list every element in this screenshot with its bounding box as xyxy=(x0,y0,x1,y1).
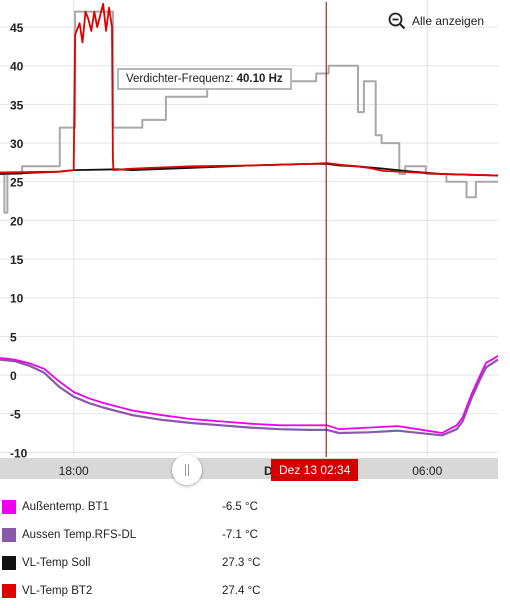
legend-swatch xyxy=(2,584,16,598)
legend-swatch xyxy=(2,556,16,570)
y-tick-label: 45 xyxy=(10,21,24,35)
y-tick-label: 20 xyxy=(10,214,24,228)
zoom-reset-button[interactable]: Alle anzeigen xyxy=(388,12,484,30)
legend-value: -6.5 °C xyxy=(222,501,258,513)
series-line-gray xyxy=(0,10,498,214)
x-tick-label: 06:00 xyxy=(412,464,442,478)
y-tick-label: 25 xyxy=(10,176,24,190)
y-tick-label: 35 xyxy=(10,98,24,112)
navigator-label: D xyxy=(264,464,273,478)
legend-name: Außentemp. BT1 xyxy=(22,501,109,513)
chart-area[interactable]: 45 40 35 30 25 20 15 10 5 0 -5 -10 18:00 06:00 D Alle … xyxy=(0,0,510,485)
series-tooltip: Verdichter-Frequenz: 40.10 Hz xyxy=(117,68,292,90)
y-tick-label: -5 xyxy=(10,408,21,422)
y-tick-label: 15 xyxy=(10,253,24,267)
legend-value: 27.3 °C xyxy=(222,557,261,569)
zoom-out-icon xyxy=(388,12,406,30)
series-line-bt1 xyxy=(0,354,499,434)
legend-item[interactable]: VL-Temp BT2 27.4 °C xyxy=(0,580,510,608)
legend-swatch xyxy=(2,528,16,542)
y-tick-label: 5 xyxy=(10,330,17,344)
tooltip-label: Verdichter-Frequenz: xyxy=(126,73,234,85)
y-tick-label: 10 xyxy=(10,292,24,306)
legend-swatch xyxy=(2,500,16,514)
legend-item[interactable]: Außentemp. BT1 -6.5 °C xyxy=(0,496,510,524)
legend-name: VL-Temp Soll xyxy=(22,557,91,569)
series-line-rfs xyxy=(0,358,499,437)
x-tick-label: 18:00 xyxy=(59,464,89,478)
navigator-bar xyxy=(0,458,498,479)
zoom-reset-label: Alle anzeigen xyxy=(412,14,485,28)
legend-item[interactable]: Aussen Temp.RFS-DL -7.1 °C xyxy=(0,524,510,552)
legend-name: Aussen Temp.RFS-DL xyxy=(22,529,137,541)
y-tick-label: 40 xyxy=(10,60,24,74)
tooltip-value: 40.10 Hz xyxy=(236,73,283,85)
legend-name: VL-Temp BT2 xyxy=(22,585,93,597)
cursor-time-label[interactable]: Dez 13 02:34 xyxy=(271,459,359,481)
navigator-handle[interactable] xyxy=(172,455,202,485)
series-line-bt2 xyxy=(0,3,499,177)
y-tick-label: 30 xyxy=(10,137,24,151)
legend-value: -7.1 °C xyxy=(222,529,258,541)
line-chart[interactable]: 45 40 35 30 25 20 15 10 5 0 -5 -10 18:00 06:00 D xyxy=(0,0,510,480)
y-tick-label: -10 xyxy=(10,446,28,460)
y-tick-label: 0 xyxy=(10,369,17,383)
legend: Außentemp. BT1 -6.5 °C Aussen Temp.RFS-D… xyxy=(0,496,510,608)
legend-value: 27.4 °C xyxy=(222,585,261,597)
legend-item[interactable]: VL-Temp Soll 27.3 °C xyxy=(0,552,510,580)
